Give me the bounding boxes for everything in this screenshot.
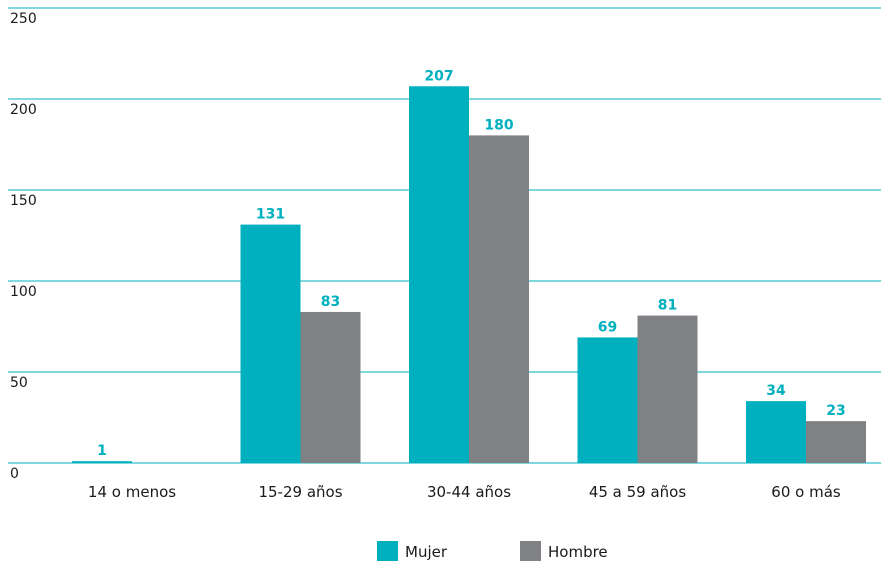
bars <box>72 86 866 463</box>
data-labels: 1 131 83 207 180 69 81 34 23 <box>97 68 846 459</box>
bar-mujer-4 <box>746 401 806 463</box>
legend-swatch-hombre <box>520 541 541 561</box>
bar-mujer-0 <box>72 461 132 463</box>
data-label: 34 <box>766 383 786 399</box>
data-label: 23 <box>826 403 845 419</box>
y-tick-label: 100 <box>10 284 37 300</box>
bar-hombre-2 <box>469 135 529 463</box>
category-label: 15-29 años <box>258 483 342 501</box>
legend-label: Mujer <box>405 543 448 561</box>
data-label: 131 <box>256 207 285 223</box>
bar-mujer-2 <box>409 86 469 463</box>
legend-swatch-mujer <box>377 541 398 561</box>
y-tick-label: 150 <box>10 193 37 209</box>
y-tick-label: 200 <box>10 102 37 118</box>
category-label: 45 a 59 años <box>589 483 687 501</box>
data-label: 83 <box>321 294 340 310</box>
bar-mujer-1 <box>240 224 301 463</box>
data-label: 69 <box>598 319 617 335</box>
legend: Mujer Hombre <box>377 541 608 561</box>
data-label: 81 <box>658 298 677 314</box>
data-label: 207 <box>424 68 453 84</box>
y-axis-ticks: 0 50 100 150 200 250 <box>10 11 37 482</box>
category-label: 30-44 años <box>427 483 511 501</box>
y-tick-label: 0 <box>10 466 19 482</box>
y-tick-label: 250 <box>10 11 37 27</box>
data-label: 180 <box>484 117 513 133</box>
x-axis-categories: 14 o menos 15-29 años 30-44 años 45 a 59 añ… <box>88 483 841 501</box>
category-label: 14 o menos <box>88 483 176 501</box>
legend-label: Hombre <box>548 543 608 561</box>
bar-hombre-4 <box>806 421 866 463</box>
bar-hombre-3 <box>637 315 698 463</box>
category-label: 60 o más <box>771 483 841 501</box>
bar-mujer-3 <box>577 337 638 463</box>
y-tick-label: 50 <box>10 375 28 391</box>
bar-hombre-1 <box>300 311 361 463</box>
data-label: 1 <box>97 443 107 459</box>
